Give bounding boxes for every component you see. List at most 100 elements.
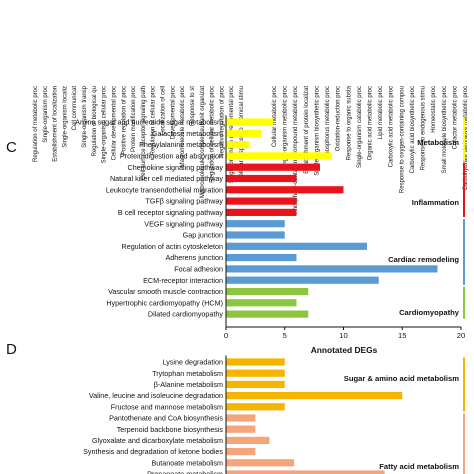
go-term-label: Response to oxygen-containing compou [399, 86, 405, 193]
bar-terpenoid-backbone-biosynthesis [226, 425, 256, 433]
go-term-label: Regulation of cellular metabolic proc [210, 86, 216, 183]
bar-label-vegf-signaling-pathway: VEGF signaling pathway [144, 219, 223, 228]
panel-b-go-labels: Regulation of metabolic proc Single-organ… [33, 85, 469, 214]
category-bracket-cardiomyopathy [463, 286, 465, 319]
bar-gap-junction [226, 231, 285, 239]
category-bracket-metabolism [463, 117, 465, 161]
category-label-cardiac-remodeling: Cardiac remodeling [388, 255, 459, 264]
go-term-label: Single organism biosynthetic proc [314, 86, 320, 176]
go-term-label: Cell surface receptor signaling path [141, 86, 147, 180]
go-term-label: Lipid metabolic proc [378, 86, 384, 139]
go-term-label: Developmental proc [170, 86, 176, 139]
bar-label-alanine-metabolism: β-Alanine metabolism [154, 380, 223, 389]
bar-chemokine-signaling-pathway [226, 163, 320, 171]
bar-galactose-metabolism [226, 129, 262, 137]
go-term-label: Macromolecule complex subunit organizat [200, 86, 206, 198]
bar-propanoate-metabolism [226, 470, 385, 474]
panel-c-x-axis-title: Annotated DEGs [311, 345, 378, 355]
bar-protein-digestion-and-absorption [226, 152, 332, 160]
bar-butanoate-metabolism [226, 459, 295, 467]
go-term-label: Phosphorus metabolic proc [325, 86, 331, 159]
go-term-label: Single-organism catabolic proc [357, 86, 363, 168]
bar-natural-killer-cell-mediated-pathway [226, 174, 297, 183]
go-term-label: Macromolecule metabolic proc [180, 86, 186, 167]
panel-d-letter: D [6, 341, 17, 358]
go-term-label: Cofactor metabolic proc [452, 86, 458, 149]
go-term-label: Organic acid metabolic proc [368, 86, 374, 160]
go-term-label: Carboxylic acid metabolic proc [389, 86, 395, 167]
bar-alanine-metabolism [226, 380, 285, 388]
bar-label-valine-leucine-and-isoleucine-degradation: Valine, leucine and isoleucine degradati… [89, 391, 223, 400]
bar-label-fructose-and-mannose-metabolism: Fructose and mannose metabolism [111, 402, 223, 411]
bar-label-terpenoid-backbone-biosynthesis: Terpenoid backbone biosynthesis [117, 425, 224, 434]
go-term-label: Positive regulation of proc [121, 86, 127, 155]
bar-label-regulation-of-actin-cytoskeleton: Regulation of actin cytoskeleton [122, 242, 224, 251]
bar-label-synthesis-and-degradation-of-ketone-bodies: Synthesis and degradation of ketone bodi… [83, 447, 223, 456]
bar-label-chemokine-signaling-pathway: Chemokine signaling pathway [128, 163, 224, 172]
panel-d-category-labels: Sugar & amino acid metabolism Fatty acid … [344, 357, 465, 474]
go-term-label: Response to st [190, 86, 196, 126]
x-tick-label: 10 [339, 331, 347, 340]
bar-label-ecm-receptor-interaction: ECM-receptor interaction [143, 276, 223, 285]
bar-label-glyoxalate-and-dicarboxylate-metabolism: Glyoxalate and dicarboxylate metabolism [92, 436, 223, 445]
panel-c-category-labels: Metabolism Inflammation Cardiac remodeling… [388, 117, 465, 319]
panel-d-bars [226, 358, 403, 474]
panel-c-bar-labels: Amino sugar and nucleotide sugar metabol… [75, 118, 223, 319]
go-term-label: Small molecule biosynthetic proc [442, 86, 448, 173]
bar-fructose-and-mannose-metabolism [226, 403, 285, 411]
category-bracket-inflammation [463, 162, 465, 218]
bar-vegf-signaling-pathway [226, 220, 285, 228]
category-label-metabolism: Metabolism [417, 138, 459, 147]
go-term-label: Oxidation-reduction proc [336, 86, 342, 151]
x-tick-label: 20 [457, 331, 465, 340]
go-term-label: Single-organism proc [43, 86, 49, 143]
category-bracket-cardiac-remodeling [463, 219, 465, 285]
go-term-label: Carboxylic acid biosynthetic proc [410, 86, 416, 173]
go-term-label: Response to organic substa [346, 85, 352, 160]
bar-label-phenylalanine-metabolism: Phenylalanine metabolism [139, 140, 223, 149]
bar-label-trytophan-metabolism: Trytophan metabolism [152, 369, 223, 378]
go-term-label: Carbohydrate derivative metabolic proc [463, 86, 469, 190]
panel-c-x-axis: 0 5 10 15 20 [224, 115, 465, 340]
bar-amino-sugar-and-nucleotide-sugar-metabolism [226, 118, 273, 126]
go-term-label: Homeostatic proc [431, 86, 437, 133]
category-label-cardiomyopathy: Cardiomyopathy [399, 308, 460, 317]
panel-c-chart: C Amino sugar and nucleotide sugar metab… [6, 115, 465, 355]
bar-label-dilated-cardiomyopathy: Dilated cardiomyopathy [148, 310, 224, 319]
bar-label-lysine-degradation: Lysine degradation [163, 358, 223, 367]
category-label-inflammation: Inflammation [412, 198, 460, 207]
go-term-label: Negative regulation of proc [219, 86, 225, 158]
panel-c-bars [226, 118, 438, 318]
bar-label-focal-adhesion: Focal adhesion [174, 265, 223, 274]
bar-trytophan-metabolism [226, 369, 285, 377]
bar-label-propanoate-metabolism: Propanoate metabolism [147, 470, 223, 474]
bar-leukocyte-transendothelial-migration [226, 186, 344, 194]
panel-c-letter: C [6, 139, 17, 156]
bar-label-vascular-smooth-muscle-contraction: Vascular smooth muscle contraction [108, 287, 223, 296]
bar-label-butanoate-metabolism: Butanoate metabolism [151, 458, 223, 467]
bar-label-b-cell-receptor-signaling-pathway: B cell receptor signaling pathway [118, 208, 223, 217]
bar-hypertrophic-cardiomyopathy-hcm [226, 299, 297, 307]
bar-label-pantothenate-and-coa-biosynthesis: Pantothenate and CoA biosynthesis [109, 414, 223, 423]
panel-d-bar-labels: Lysine degradation Trytophan metabolism β-… [83, 358, 223, 474]
bar-adherens-junction [226, 254, 297, 262]
go-term-label: Cell communicat [72, 86, 78, 131]
go-term-label: Single-organism cellular proc [102, 86, 108, 163]
bar-vascular-smooth-muscle-contraction [226, 287, 309, 296]
bar-label-leukocyte-transendothelial-migration: Leukocyte transendothelial migration [106, 185, 223, 194]
bar-focal-adhesion [226, 265, 438, 273]
panel-d-chart: D Lysine degradation Trytophan metabolism… [6, 341, 465, 474]
bar-dilated-cardiomyopathy [226, 310, 309, 318]
bar-ecm-receptor-interaction [226, 276, 379, 284]
bar-b-cell-receptor-signaling-pathway [226, 208, 297, 216]
go-term-label: Regulation of metabolic proc [33, 86, 39, 162]
go-term-label: Single-organism transp [82, 85, 88, 147]
go-term-label: Regulation of cellular proc [151, 86, 157, 155]
category-bracket-sugar-amino-acid-metabolism [463, 357, 465, 412]
go-term-label: Establishment of localization [53, 86, 59, 162]
bar-label-gap-junction: Gap junction [183, 231, 223, 240]
bar-synthesis-and-degradation-of-ketone-bodies [226, 448, 256, 456]
bar-label-tgf-signaling-pathway: TGFβ signaling pathway [145, 197, 223, 206]
bar-label-amino-sugar-and-nucleotide-sugar-metabolism: Amino sugar and nucleotide sugar metabol… [75, 118, 223, 127]
